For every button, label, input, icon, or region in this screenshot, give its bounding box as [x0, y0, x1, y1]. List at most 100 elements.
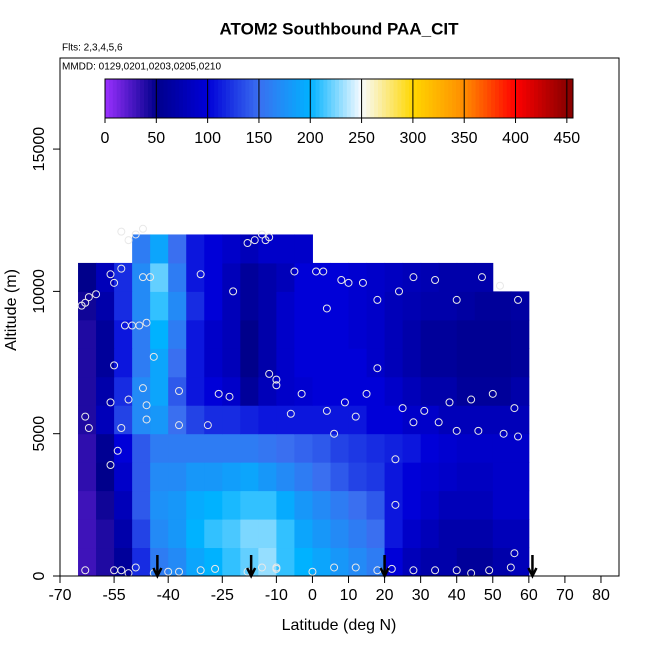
- colorbar-segment: [565, 79, 570, 118]
- heat-cell: [330, 319, 350, 349]
- heat-cell: [240, 490, 259, 520]
- sample-point: [362, 389, 371, 398]
- colorbar-segment: [335, 79, 340, 118]
- sample-point: [117, 227, 126, 236]
- heat-cell: [78, 348, 97, 378]
- heat-cell: [348, 547, 368, 577]
- heat-cell: [132, 262, 151, 292]
- colorbar-tick-label: 0: [101, 130, 110, 147]
- heat-cell: [258, 519, 277, 549]
- y-tick-label: 5000: [31, 416, 48, 452]
- colorbar-segment: [417, 79, 422, 118]
- colorbar-segment: [444, 79, 449, 118]
- heat-cell: [132, 405, 151, 435]
- heat-cell: [330, 405, 350, 435]
- heat-cell: [456, 519, 476, 549]
- heat-cell: [294, 433, 313, 463]
- heat-cell: [222, 262, 241, 292]
- heat-cell: [186, 234, 205, 264]
- heat-cell: [330, 262, 350, 292]
- heat-cell: [510, 291, 530, 321]
- heat-cell: [204, 433, 223, 463]
- colorbar-segment: [362, 79, 367, 118]
- colorbar-segment: [116, 79, 122, 118]
- heat-cell: [492, 376, 512, 406]
- heat-cell: [330, 462, 350, 492]
- sample-point: [272, 381, 281, 390]
- heat-cell: [330, 490, 350, 520]
- heat-cell: [366, 348, 386, 378]
- heat-cell: [438, 348, 458, 378]
- heat-cell: [402, 348, 422, 378]
- colorbar-segment: [491, 79, 496, 118]
- sample-point: [434, 418, 443, 427]
- heat-cell: [456, 433, 476, 463]
- sample-point: [467, 395, 476, 404]
- colorbar-segment: [288, 79, 293, 118]
- heat-cell: [96, 376, 115, 406]
- colorbar-segment: [495, 79, 500, 118]
- colorbar-segment: [292, 79, 297, 118]
- heat-cell: [348, 319, 368, 349]
- colorbar-segment: [409, 79, 414, 118]
- heat-cell: [168, 319, 187, 349]
- heat-cell: [258, 547, 277, 577]
- heat-cell: [402, 462, 422, 492]
- sample-point: [373, 295, 382, 304]
- colorbar-segment: [132, 79, 137, 118]
- heat-cell: [402, 405, 422, 435]
- heat-cell: [474, 519, 494, 549]
- heat-cell: [132, 234, 151, 264]
- colorbar-segment: [420, 79, 426, 118]
- heat-cell: [330, 348, 350, 378]
- colorbar-segment: [452, 79, 457, 118]
- heat-cell: [240, 433, 259, 463]
- colorbar-segment: [354, 79, 359, 118]
- sample-point: [308, 567, 317, 576]
- colorbar-segment: [467, 79, 473, 118]
- colorbar-segment: [510, 79, 515, 118]
- heat-cell: [510, 405, 530, 435]
- sample-point: [290, 267, 299, 276]
- heat-cell: [132, 547, 151, 577]
- sample-point: [250, 236, 259, 245]
- heat-cell: [276, 405, 295, 435]
- sample-point: [149, 352, 158, 361]
- sample-point: [510, 404, 519, 413]
- heat-cell: [294, 262, 313, 292]
- heat-cell: [150, 519, 169, 549]
- colorbar-segment: [175, 79, 180, 118]
- colorbar-segment: [214, 79, 219, 118]
- colorbar-segment: [393, 79, 398, 118]
- heat-cell: [294, 519, 313, 549]
- colorbar-segment: [194, 79, 200, 118]
- heat-cell: [150, 490, 169, 520]
- heat-cell: [510, 433, 530, 463]
- heat-cell: [240, 291, 259, 321]
- heat-cell: [114, 376, 133, 406]
- heat-cell: [420, 291, 440, 321]
- heat-cell: [510, 348, 530, 378]
- colorbar-segment: [105, 79, 110, 118]
- sample-point: [106, 398, 115, 407]
- heat-cell: [510, 319, 530, 349]
- heat-cell: [276, 291, 295, 321]
- sample-point: [131, 563, 140, 572]
- heat-cell: [456, 348, 476, 378]
- heat-cell: [96, 547, 115, 577]
- sample-point: [175, 421, 184, 430]
- colorbar-segment: [225, 79, 231, 118]
- colorbar-segment: [167, 79, 172, 118]
- heat-cell: [438, 405, 458, 435]
- colorbar-segment: [222, 79, 227, 118]
- heat-cell: [348, 490, 368, 520]
- heat-cell: [510, 490, 530, 520]
- heat-cell: [438, 462, 458, 492]
- heat-cell: [132, 490, 151, 520]
- heat-cell: [96, 490, 115, 520]
- heat-cell: [258, 490, 277, 520]
- heat-cell: [438, 547, 458, 577]
- heat-cell: [150, 262, 169, 292]
- colorbar-segment: [381, 79, 387, 118]
- heat-cell: [384, 348, 404, 378]
